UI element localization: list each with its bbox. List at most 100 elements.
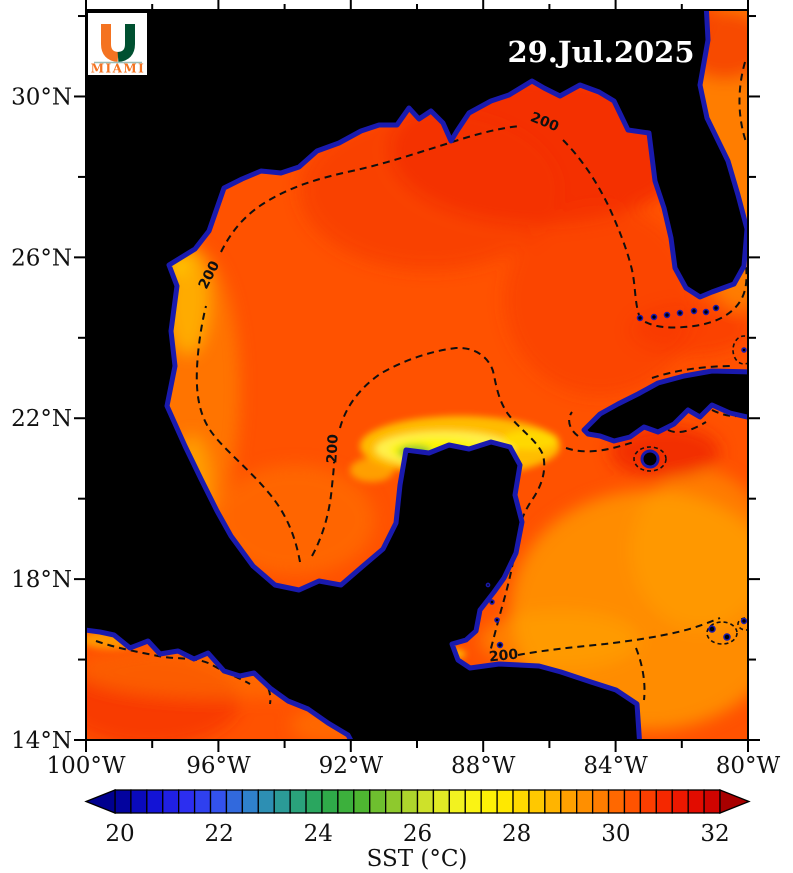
colorbar-cell	[496, 789, 514, 814]
colorbar-cells	[114, 789, 721, 814]
colorbar-cell	[671, 789, 689, 814]
islet-belize	[494, 617, 500, 623]
colorbar-tick-label: 28	[502, 821, 531, 847]
islet-keys	[676, 309, 684, 317]
island-juventud	[640, 449, 660, 469]
contour-campeche-a	[311, 461, 335, 557]
u-icon-left	[101, 24, 119, 62]
islet-keys	[690, 307, 698, 315]
lat-tick-label: 26°N	[11, 245, 72, 271]
colorbar-cell	[130, 789, 148, 814]
contour-label: 200	[324, 434, 342, 464]
lat-tick-label: 18°N	[11, 567, 72, 593]
colorbar-cell	[289, 789, 307, 814]
contour-north-gulf	[220, 125, 521, 253]
colorbar-title: SST (°C)	[367, 846, 468, 872]
contour-label: 200	[488, 647, 519, 666]
lat-tick-label: 14°N	[11, 728, 72, 754]
islet-belize	[496, 641, 504, 649]
colorbar-tick-label: 20	[105, 821, 134, 847]
colorbar-cell	[623, 789, 642, 814]
contour-honduras-hook	[635, 647, 646, 701]
contour-juventud-ring	[633, 446, 667, 472]
islet-keys	[636, 314, 644, 322]
islet-bank	[723, 633, 731, 641]
colorbar-cell	[146, 789, 164, 814]
islets	[485, 304, 748, 649]
date-label: 29.Jul.2025	[507, 35, 694, 69]
islet-bank	[740, 617, 748, 625]
land-cuba	[581, 368, 748, 444]
islet-belize	[485, 582, 491, 588]
colorbar-tick-label: 24	[304, 821, 333, 847]
u-icon-right	[117, 24, 135, 62]
colorbar: 20 22 24 26 28 30 32 SST (°C)	[84, 789, 751, 872]
map-plot: 200 200 200 200 MIAMI 29.Jul.2025	[86, 10, 748, 740]
colorbar-cell	[162, 789, 180, 814]
miami-logo: MIAMI	[88, 13, 147, 76]
lon-tick-label: 92°W	[319, 753, 384, 779]
contour-campeche-b	[339, 346, 546, 653]
colorbar-cell	[512, 789, 530, 814]
colorbar-cell	[528, 789, 546, 814]
colorbar-cell	[480, 789, 498, 814]
colorbar-cell	[432, 789, 450, 814]
colorbar-cell	[241, 789, 259, 814]
colorbar-cell	[305, 789, 323, 814]
colorbar-right-arrow	[719, 789, 751, 814]
colorbar-cell	[544, 789, 562, 814]
contour-bank-ring-2	[737, 617, 748, 631]
islet-caysal	[741, 347, 747, 353]
contour-west-gulf	[195, 305, 301, 563]
colorbar-cell	[400, 789, 419, 814]
lon-tick-label: 100°W	[46, 753, 125, 779]
lon-tick-label: 80°W	[716, 753, 781, 779]
colorbar-cell	[353, 789, 371, 814]
colorbar-cell	[639, 789, 657, 814]
colorbar-cell	[687, 789, 705, 814]
colorbar-cell	[591, 789, 610, 814]
lon-tick-label: 88°W	[451, 753, 516, 779]
colorbar-cell	[560, 789, 578, 814]
colorbar-cell	[209, 789, 228, 814]
colorbar-tick-labels: 20 22 24 26 28 30 32	[105, 821, 729, 847]
logo-school-name: MIAMI	[91, 62, 146, 76]
islet-keys	[650, 313, 658, 321]
islet-keys	[702, 308, 710, 316]
colorbar-cell	[273, 789, 291, 814]
colorbar-cell	[337, 789, 355, 814]
isobath-200m-contours	[95, 61, 748, 705]
islet-belize	[489, 599, 495, 605]
colorbar-tick-label: 30	[601, 821, 630, 847]
colorbar-cell	[385, 789, 403, 814]
axis-ticks	[74, 0, 760, 752]
lat-tick-label: 30°N	[11, 84, 72, 110]
colorbar-cell	[114, 789, 132, 814]
land-masses	[86, 10, 748, 740]
lon-tick-label: 84°W	[583, 753, 648, 779]
logo-background	[88, 13, 147, 75]
colorbar-tick-label: 26	[403, 821, 432, 847]
islet-keys	[712, 304, 720, 312]
colorbar-cell	[225, 789, 244, 814]
colorbar-cell	[193, 789, 212, 814]
contour-honduras	[517, 617, 721, 656]
colorbar-cell	[655, 789, 673, 814]
contour-bank-ring-1	[706, 621, 738, 645]
land-north-america	[86, 10, 748, 740]
axis-labels: 100°W 96°W 92°W 88°W 84°W 80°W 30°N 26°N 22°N 18°…	[11, 84, 780, 779]
lat-tick-label: 22°N	[11, 406, 72, 432]
colorbar-left-arrow	[84, 789, 116, 814]
contour-cuba-north	[651, 365, 735, 379]
colorbar-cell	[321, 789, 339, 814]
contour-caysal-ring	[732, 335, 748, 365]
colorbar-cell	[464, 789, 482, 814]
colorbar-tick-label: 22	[204, 821, 233, 847]
colorbar-cell	[703, 789, 721, 814]
lon-tick-label: 96°W	[186, 753, 251, 779]
islet-bank	[708, 625, 716, 633]
colorbar-cell	[607, 789, 626, 814]
colorbar-cell	[416, 789, 435, 814]
islet-keys	[663, 311, 671, 319]
